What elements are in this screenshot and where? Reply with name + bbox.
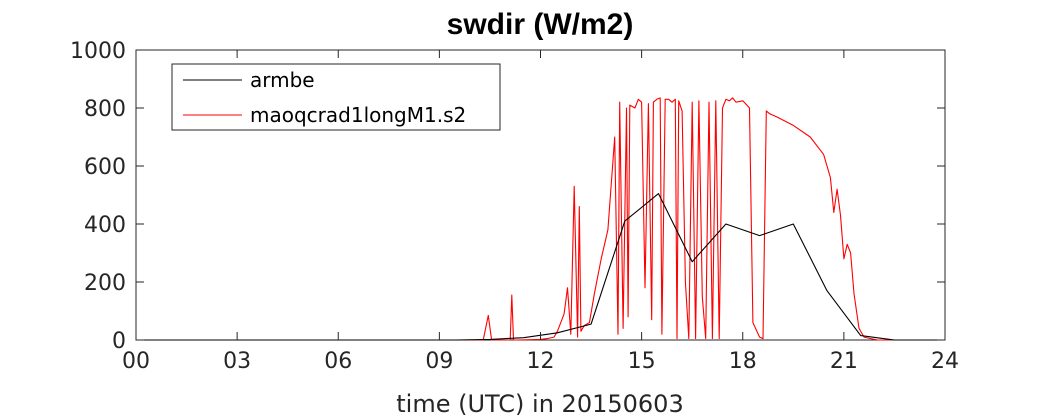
legend-label-maoqcrad: maoqcrad1longM1.s2 — [250, 103, 466, 127]
series-line-1 — [136, 97, 945, 341]
y-axis: 0 200 400 600 800 1000 — [70, 39, 945, 354]
y-tick-label: 400 — [84, 213, 126, 238]
x-axis-label: time (UTC) in 20150603 — [396, 390, 683, 417]
x-tick-label: 24 — [931, 349, 959, 374]
x-tick-label: 03 — [223, 349, 251, 374]
legend-box — [171, 63, 501, 131]
series-line-0 — [136, 193, 945, 341]
chart-title: swdir (W/m2) — [447, 8, 634, 41]
x-tick-label: 18 — [729, 349, 757, 374]
x-axis: 00 03 06 09 12 15 18 21 24 — [122, 50, 959, 374]
y-tick-label: 200 — [84, 271, 126, 296]
x-tick-label: 12 — [527, 349, 555, 374]
x-tick-label: 15 — [628, 349, 656, 374]
legend-label-armbe: armbe — [250, 68, 315, 92]
x-tick-label: 06 — [324, 349, 352, 374]
x-tick-label: 09 — [425, 349, 453, 374]
series-layer — [136, 97, 945, 341]
x-tick-label: 21 — [830, 349, 858, 374]
legend: armbe maoqcrad1longM1.s2 — [171, 63, 501, 131]
x-tick-label: 00 — [122, 349, 150, 374]
y-tick-label: 0 — [112, 329, 126, 354]
y-tick-label: 800 — [84, 97, 126, 122]
y-tick-label: 1000 — [70, 39, 126, 64]
y-tick-label: 600 — [84, 155, 126, 180]
